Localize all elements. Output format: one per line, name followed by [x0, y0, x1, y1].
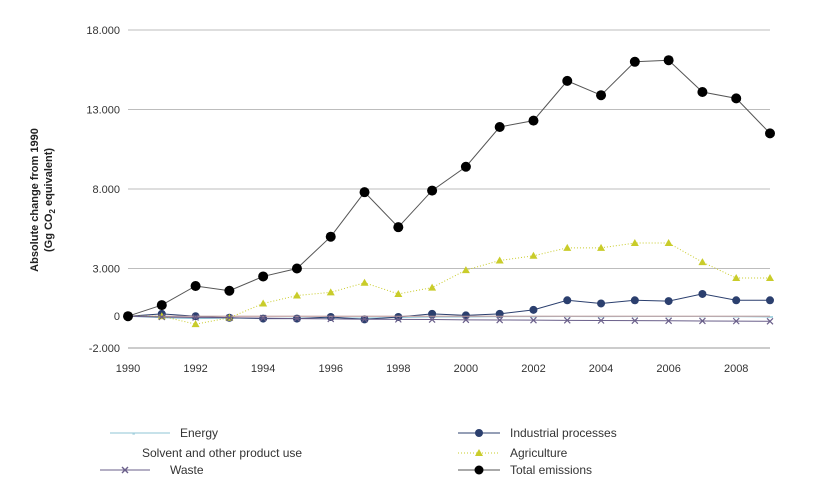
x-tick-label: 1994 — [251, 363, 275, 375]
data-point — [191, 320, 200, 328]
x-tick-labels: 1990 1992 1994 1996 1998 2000 2002 2004 2006 2008 — [116, 363, 749, 375]
series-line — [128, 242, 770, 325]
data-point — [123, 311, 133, 322]
data-point — [325, 231, 336, 242]
y-axis-title-line-1: Absolute change from 1990 — [29, 128, 41, 272]
series-agriculture — [124, 239, 774, 328]
series-lines — [123, 55, 775, 328]
data-point — [698, 289, 707, 298]
data-point — [665, 317, 673, 325]
x-tick-label: 1992 — [183, 363, 207, 375]
data-point — [326, 312, 335, 321]
data-point — [731, 93, 742, 104]
data-point — [732, 296, 741, 305]
y-tick-label: 3.000 — [92, 264, 120, 276]
data-point — [631, 317, 639, 325]
data-point — [460, 161, 471, 172]
y-axis-title-unit-sub: 2 — [48, 209, 57, 214]
x-tick-label: 1990 — [116, 363, 140, 375]
data-point — [428, 316, 436, 323]
series-total-emissions — [123, 55, 775, 322]
data-point — [393, 222, 404, 233]
data-point — [190, 280, 201, 291]
data-point — [394, 315, 402, 323]
data-point — [563, 243, 572, 251]
data-point — [225, 314, 233, 322]
y-tick-label: -2.000 — [89, 343, 120, 355]
data-point — [224, 285, 235, 296]
data-point — [664, 297, 673, 306]
data-point — [293, 315, 301, 323]
data-point — [765, 128, 775, 139]
data-point — [462, 316, 470, 324]
series-line — [127, 59, 771, 317]
data-point — [597, 317, 605, 324]
data-point — [461, 266, 470, 274]
data-point — [563, 316, 571, 324]
series-waste — [124, 312, 774, 325]
data-point — [597, 243, 606, 251]
data-point — [629, 56, 640, 67]
data-point — [427, 185, 438, 196]
data-point — [326, 288, 335, 296]
data-point — [732, 317, 740, 325]
data-point — [630, 296, 639, 305]
data-point — [530, 316, 537, 324]
y-tick-label: 18.000 — [86, 25, 120, 37]
data-point — [259, 314, 267, 322]
data-point — [766, 296, 774, 305]
data-point — [496, 316, 504, 324]
data-point — [529, 305, 538, 314]
y-axis-title-line-2: (Gg CO2 equivalent) — [43, 148, 57, 252]
data-point — [664, 239, 673, 247]
series-line — [127, 315, 771, 322]
data-point — [361, 315, 368, 323]
y-tick-label: 8.000 — [92, 184, 120, 196]
x-tick-label: 2006 — [656, 363, 680, 375]
x-tick-label: 1996 — [318, 363, 342, 375]
data-point — [428, 283, 437, 291]
data-point — [158, 313, 166, 321]
data-point — [394, 289, 403, 297]
data-point — [495, 256, 504, 264]
data-point — [360, 278, 369, 286]
data-point — [529, 251, 538, 259]
x-tick-label: 2002 — [521, 363, 545, 375]
data-point — [596, 90, 607, 101]
data-point — [327, 315, 335, 323]
data-point — [597, 299, 606, 308]
data-point — [258, 271, 269, 282]
data-point — [766, 317, 774, 325]
y-axis-title-unit-post: equivalent) — [43, 148, 55, 209]
x-tick-label: 2008 — [724, 363, 748, 375]
data-point — [563, 296, 572, 305]
data-point — [698, 258, 707, 266]
x-tick-label: 2004 — [589, 363, 613, 375]
x-tick-label: 2000 — [454, 363, 478, 375]
data-point — [259, 299, 268, 307]
data-point — [156, 300, 167, 311]
data-point — [732, 274, 741, 282]
data-point — [192, 314, 200, 321]
data-point — [697, 87, 708, 98]
data-point — [663, 55, 674, 66]
y-tick-label: 13.000 — [86, 105, 120, 117]
y-tick-label: 0 — [114, 311, 120, 323]
data-point — [698, 317, 706, 325]
series-line — [127, 293, 770, 320]
data-point — [494, 121, 505, 132]
data-point — [528, 115, 539, 126]
x-tick-label: 1998 — [386, 363, 410, 375]
y-axis-title-unit-pre: (Gg CO — [43, 213, 55, 252]
data-point — [562, 75, 573, 86]
data-point — [291, 263, 302, 274]
data-point — [461, 311, 470, 320]
y-tick-labels: 18.000 13.000 8.000 3.000 0 -2.000 — [86, 25, 120, 355]
data-point — [359, 187, 370, 198]
data-point — [292, 291, 301, 299]
data-point — [630, 239, 639, 247]
data-point — [766, 274, 774, 282]
